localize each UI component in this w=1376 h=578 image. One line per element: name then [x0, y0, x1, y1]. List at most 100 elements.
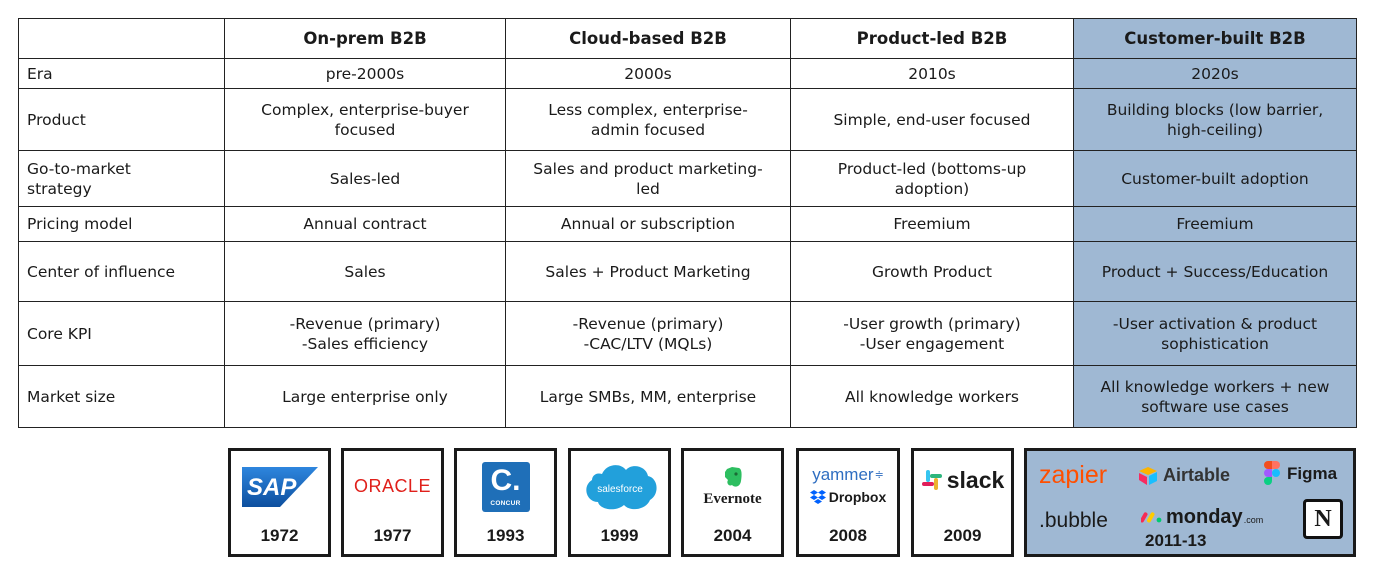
- sap-logo: SAP: [231, 459, 328, 514]
- logo-card-evernote: Evernote 2004: [681, 448, 784, 557]
- row-label-go-to-market: Go-to-market strategy: [18, 150, 225, 207]
- comparison-table: On-prem B2B Cloud-based B2B Product-led …: [18, 18, 1357, 428]
- table-cell: Complex, enterprise-buyer focused: [224, 88, 506, 151]
- logo-card-concur: C. CONCUR 1993: [454, 448, 557, 557]
- evernote-wordmark: Evernote: [703, 491, 762, 507]
- header-corner: [18, 18, 225, 59]
- table-cell: 2010s: [790, 58, 1074, 89]
- row-label-era: Era: [18, 58, 225, 89]
- dropbox-wordmark: Dropbox: [828, 488, 887, 505]
- monday-wordmark: monday: [1166, 506, 1243, 528]
- table-row: Core KPI -Revenue (primary) -Sales effic…: [18, 301, 1357, 366]
- yammer-wordmark: yammer: [812, 464, 874, 484]
- year-label: 2009: [943, 526, 982, 545]
- logo-card-yammer-dropbox: yammer ≑ Dropbox 2008: [796, 448, 900, 557]
- table-row: Market size Large enterprise only Large …: [18, 365, 1357, 428]
- year-label: 1972: [260, 526, 299, 545]
- notion-mark: N: [1314, 505, 1332, 532]
- dropbox-icon: [809, 489, 826, 504]
- table-cell: Growth Product: [790, 241, 1074, 302]
- logo-card-oracle: ORACLE 1977: [341, 448, 444, 557]
- table-cell: Large SMBs, MM, enterprise: [505, 365, 791, 428]
- slack-wordmark: slack: [946, 466, 1005, 493]
- oracle-wordmark: ORACLE: [353, 476, 432, 496]
- oracle-logo: ORACLE: [344, 459, 441, 514]
- table-cell: -Revenue (primary) -Sales efficiency: [224, 301, 506, 366]
- monday-suffix: .com: [1243, 515, 1264, 525]
- yammer-dropbox-logos: yammer ≑ Dropbox: [799, 457, 897, 512]
- year-label: 1999: [600, 526, 639, 545]
- table-cell: Building blocks (low barrier, high-ceili…: [1073, 88, 1357, 151]
- concur-logo: C. CONCUR: [457, 459, 554, 514]
- bubble-wordmark: .bubble: [1039, 509, 1108, 532]
- zapier-wordmark: zapier: [1039, 461, 1108, 489]
- logo-card-slack: slack 2009: [911, 448, 1014, 557]
- evernote-elephant-icon: [724, 467, 742, 487]
- evernote-logo: Evernote: [684, 459, 781, 514]
- table-cell: All knowledge workers: [790, 365, 1074, 428]
- bubble-logo: .bubble: [1039, 509, 1108, 533]
- table-cell: Less complex, enterprise- admin focused: [505, 88, 791, 151]
- row-label-core-kpi: Core KPI: [18, 301, 225, 366]
- table-cell: Simple, end-user focused: [790, 88, 1074, 151]
- table-cell: Sales + Product Marketing: [505, 241, 791, 302]
- airtable-icon: [1139, 466, 1157, 485]
- airtable-logo: Airtable: [1137, 465, 1230, 486]
- zapier-logo: zapier: [1039, 461, 1107, 490]
- logo-card-salesforce: salesforce 1999: [568, 448, 671, 557]
- row-label-pricing: Pricing model: [18, 206, 225, 242]
- figma-wordmark: Figma: [1287, 464, 1338, 483]
- table-cell: Sales-led: [224, 150, 506, 207]
- year-label: 1993: [486, 526, 525, 545]
- table-cell: -User activation & product sophisticatio…: [1073, 301, 1357, 366]
- monday-dots-icon: [1141, 512, 1162, 523]
- concur-mark: C.: [490, 463, 521, 497]
- logo-card-sap: SAP 1972: [228, 448, 331, 557]
- row-label-market-size: Market size: [18, 365, 225, 428]
- table-cell: Product-led (bottoms-up adoption): [790, 150, 1074, 207]
- year-label: 2011-13: [1145, 531, 1207, 550]
- table-cell: -User growth (primary) -User engagement: [790, 301, 1074, 366]
- header-product-led: Product-led B2B: [790, 18, 1074, 59]
- table-row: Pricing model Annual contract Annual or …: [18, 206, 1357, 242]
- header-on-prem: On-prem B2B: [224, 18, 506, 59]
- year-label: 2008: [829, 526, 867, 545]
- row-label-center-of-influence: Center of influence: [18, 241, 225, 302]
- concur-sub: CONCUR: [490, 499, 521, 507]
- table-cell: Large enterprise only: [224, 365, 506, 428]
- table-cell: All knowledge workers + new software use…: [1073, 365, 1357, 428]
- salesforce-logo: salesforce: [571, 459, 668, 514]
- monday-logo: monday .com: [1141, 506, 1263, 529]
- logo-card-group: zapier Airtable Figma .bubble monday .co…: [1024, 448, 1356, 557]
- table-cell: Product + Success/Education: [1073, 241, 1357, 302]
- year-label: 2004: [713, 526, 752, 545]
- sap-wordmark: SAP: [247, 474, 297, 501]
- figma-logo: Figma: [1263, 461, 1337, 487]
- table-row: Go-to-market strategy Sales-led Sales an…: [18, 150, 1357, 207]
- yammer-wave-icon: ≑: [874, 468, 884, 481]
- year-label: 1977: [373, 526, 412, 545]
- table-cell: Sales: [224, 241, 506, 302]
- table-cell: Freemium: [1073, 206, 1357, 242]
- salesforce-wordmark: salesforce: [597, 484, 643, 495]
- table-cell: Customer-built adoption: [1073, 150, 1357, 207]
- row-label-product: Product: [18, 88, 225, 151]
- table-cell: Annual contract: [224, 206, 506, 242]
- table-row: Era pre-2000s 2000s 2010s 2020s: [18, 58, 1357, 89]
- slack-hash-icon: [921, 470, 942, 490]
- table-cell: pre-2000s: [224, 58, 506, 89]
- airtable-wordmark: Airtable: [1163, 465, 1231, 485]
- figma-icon: [1264, 461, 1280, 485]
- table-cell: Annual or subscription: [505, 206, 791, 242]
- table-cell: 2000s: [505, 58, 791, 89]
- table-cell: -Revenue (primary) -CAC/LTV (MQLs): [505, 301, 791, 366]
- header-cloud-based: Cloud-based B2B: [505, 18, 791, 59]
- table-row: Center of influence Sales Sales + Produc…: [18, 241, 1357, 302]
- table-cell: Sales and product marketing- led: [505, 150, 791, 207]
- header-customer-built: Customer-built B2B: [1073, 18, 1357, 59]
- table-header-row: On-prem B2B Cloud-based B2B Product-led …: [18, 18, 1357, 59]
- table-cell: 2020s: [1073, 58, 1357, 89]
- table-cell: Freemium: [790, 206, 1074, 242]
- table-row: Product Complex, enterprise-buyer focuse…: [18, 88, 1357, 151]
- notion-logo: N: [1303, 499, 1343, 539]
